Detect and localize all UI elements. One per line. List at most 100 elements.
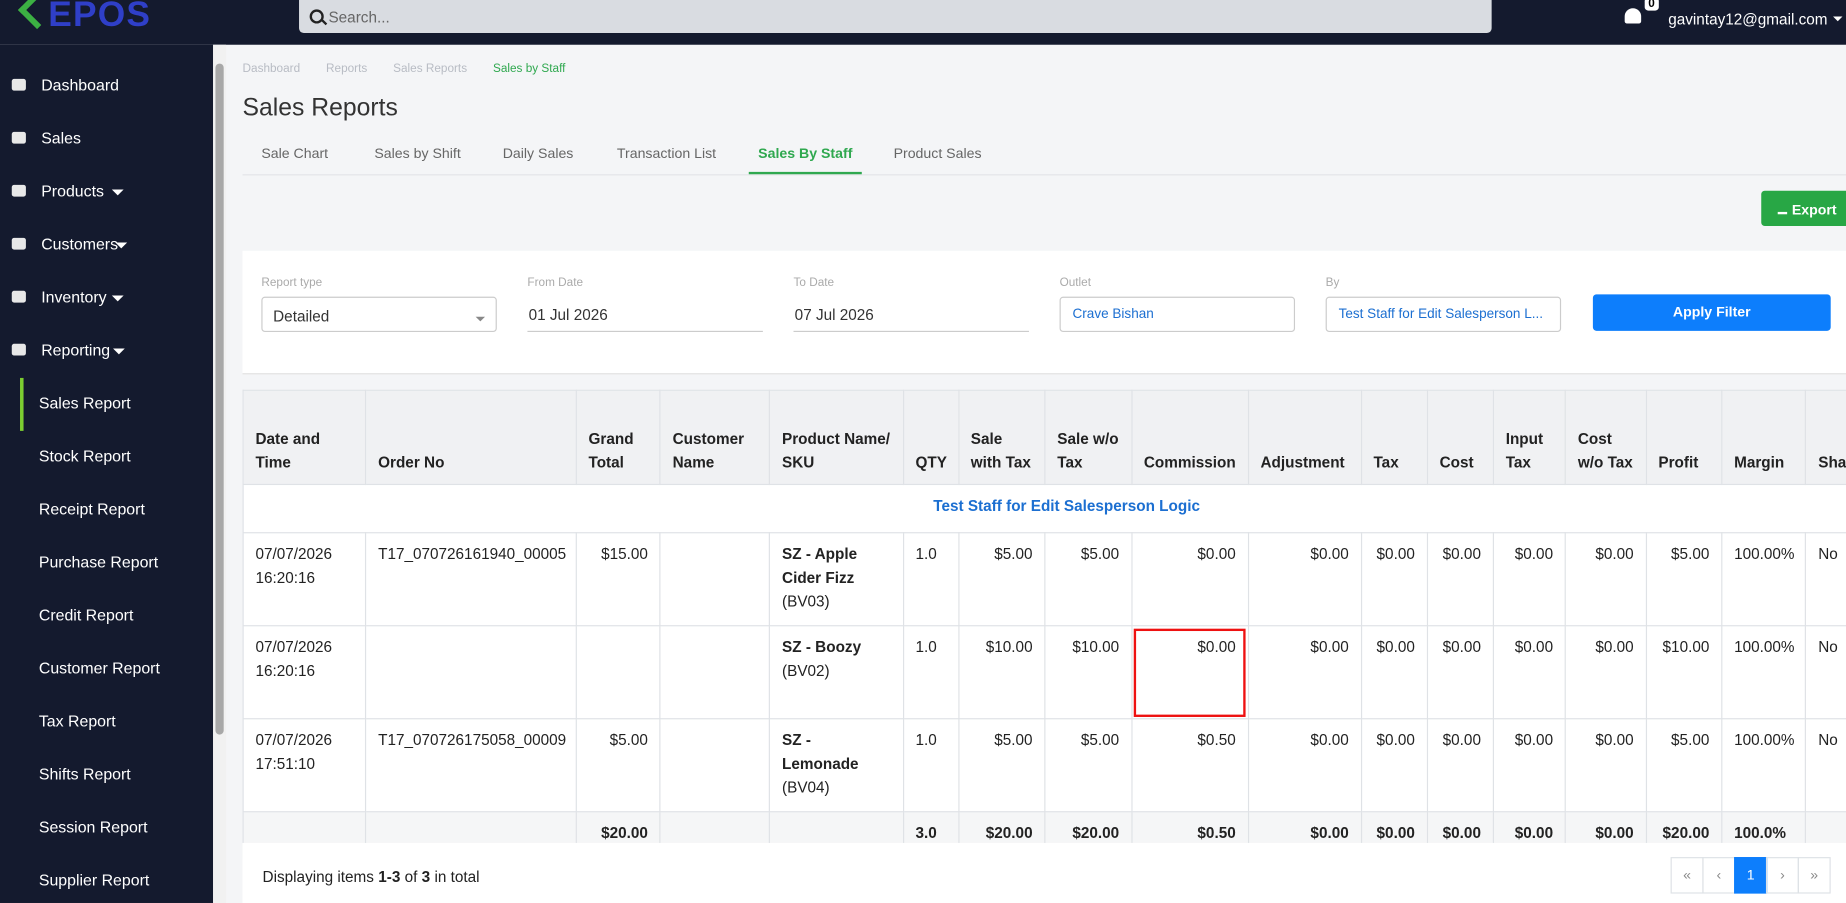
column-header[interactable]: Date and Time	[242, 389, 367, 486]
nav-subitem[interactable]: Stock Report	[0, 431, 213, 484]
nav-subitem[interactable]: Sales Report	[20, 377, 217, 431]
product-cell: SZ - Boozy (BV02)	[769, 625, 904, 720]
cell: $0.00	[1426, 718, 1494, 813]
cell: $5.00	[575, 718, 661, 813]
column-header[interactable]: Commission	[1130, 389, 1249, 486]
column-header[interactable]: Cost w/o Tax	[1564, 389, 1647, 486]
nav-label[interactable]: Customers	[41, 235, 119, 254]
from-date-input[interactable]: 01 Jul 2026	[527, 297, 763, 332]
page-button[interactable]: ‹	[1702, 857, 1736, 894]
cell: $0.00	[1564, 625, 1647, 720]
tab[interactable]: Product Sales	[893, 144, 982, 162]
column-header[interactable]: Cost	[1426, 389, 1494, 486]
user-menu[interactable]: gavintay12@gmail.com	[1668, 11, 1843, 29]
nav-label[interactable]: Reporting	[41, 341, 111, 360]
export-label[interactable]: Export	[1791, 201, 1837, 218]
nav-item[interactable]: Customers	[0, 219, 213, 272]
data-row: 07/07/2026 16:20:16 T17_070726161940_0000…	[242, 532, 1846, 627]
nav-subitem[interactable]: Purchase Report	[0, 537, 213, 590]
nav-subitem[interactable]: Session Report	[0, 802, 213, 855]
tab[interactable]: Sales By Staff	[748, 145, 862, 175]
tab[interactable]: Sales by Shift	[374, 144, 461, 162]
nav-item[interactable]: Reporting	[0, 325, 213, 378]
nav-sublabel[interactable]: Supplier Report	[38, 871, 150, 889]
export-button[interactable]: Export	[1761, 190, 1846, 227]
logo-text[interactable]: EPOS	[48, 0, 152, 35]
nav-sublabel[interactable]: Shifts Report	[38, 765, 131, 783]
column-header[interactable]: Sale w/o Tax	[1044, 389, 1133, 486]
column-header[interactable]: Sale with Tax	[957, 389, 1046, 486]
breadcrumb-item[interactable]: Dashboard	[242, 62, 301, 76]
filter: Report type Detailed	[261, 276, 497, 332]
table-footer: Displaying items 1-3 of 3 in total «‹ 1 ›»	[242, 842, 1846, 903]
column-header[interactable]: Adjustment	[1247, 389, 1362, 486]
nav-sublabel[interactable]: Credit Report	[38, 606, 134, 624]
nav-subitem[interactable]: Shifts Report	[0, 749, 213, 802]
filter-label: Report type	[261, 276, 323, 290]
nav-sublabel[interactable]: Tax Report	[38, 712, 116, 730]
data-row: 07/07/2026 17:51:10 T17_070726175058_0000…	[242, 718, 1846, 813]
column-header[interactable]: Grand Total	[575, 389, 661, 486]
column-header[interactable]: Shared	[1805, 389, 1846, 486]
column-header[interactable]: Tax	[1360, 389, 1428, 486]
nav-sublabel[interactable]: Session Report	[38, 818, 148, 836]
column-header[interactable]: QTY	[902, 389, 959, 486]
nav-label[interactable]: Dashboard	[41, 76, 119, 95]
breadcrumb-item[interactable]: Reports	[326, 62, 368, 76]
search-placeholder[interactable]: Search...	[328, 8, 390, 26]
filter-label: To Date	[793, 276, 835, 290]
product-sku: (BV04)	[782, 778, 830, 796]
cell: $5.00	[1044, 532, 1133, 627]
cell: $0.50	[1130, 718, 1249, 813]
nav-sublabel[interactable]: Sales Report	[38, 394, 131, 413]
column-header[interactable]: Margin	[1721, 389, 1807, 486]
nav-label[interactable]: Inventory	[41, 288, 107, 307]
cell: 07/07/2026 16:20:16	[242, 625, 367, 720]
column-header[interactable]: Product Name/ SKU	[769, 389, 904, 486]
page-button[interactable]: 1	[1734, 857, 1768, 894]
column-header[interactable]: Order No	[365, 389, 577, 486]
nav-subitem[interactable]: Tax Report	[0, 696, 213, 749]
apply-filter-button[interactable]: Apply Filter	[1592, 294, 1831, 331]
nav-subitem[interactable]: Supplier Report	[0, 855, 213, 903]
nav-sublabel[interactable]: Customer Report	[38, 659, 160, 677]
logo[interactable]: EPOS	[17, 0, 152, 35]
tab[interactable]: Transaction List	[616, 144, 717, 162]
nav-label[interactable]: Products	[41, 182, 104, 201]
to-date-input[interactable]: 07 Jul 2026	[793, 297, 1029, 332]
page-button[interactable]: ›	[1765, 857, 1799, 894]
nav-sublabel[interactable]: Purchase Report	[38, 553, 159, 571]
nav-icon	[11, 131, 26, 144]
search-box[interactable]: Search...	[299, 0, 1492, 33]
cell: No	[1805, 625, 1846, 720]
nav-subitem[interactable]: Credit Report	[0, 590, 213, 643]
cell: 07/07/2026 16:20:16	[242, 532, 367, 627]
staff-select[interactable]: Test Staff for Edit Salesperson L...	[1325, 296, 1562, 332]
filter-label: By	[1325, 276, 1340, 290]
cell: 07/07/2026 17:51:10	[242, 718, 367, 813]
cell	[659, 625, 771, 720]
nav-label[interactable]: Sales	[41, 129, 81, 148]
tab[interactable]: Sale Chart	[261, 144, 329, 162]
nav-sublabel[interactable]: Stock Report	[38, 447, 131, 466]
nav-subitem[interactable]: Customer Report	[0, 643, 213, 696]
cell: 100.00%	[1721, 532, 1807, 627]
nav-subitem[interactable]: Receipt Report	[0, 484, 213, 537]
nav-item[interactable]: Sales	[0, 113, 213, 166]
column-header[interactable]: Input Tax	[1492, 389, 1567, 486]
tab[interactable]: Daily Sales	[502, 144, 574, 162]
notification-bell[interactable]	[1624, 8, 1642, 24]
page-button[interactable]: «	[1670, 857, 1704, 894]
nav-item[interactable]: Dashboard	[0, 60, 213, 113]
nav-item[interactable]: Inventory	[0, 272, 213, 325]
cell: $0.00	[1247, 625, 1362, 720]
column-header[interactable]: Customer Name	[659, 389, 771, 486]
breadcrumb-item[interactable]: Sales Reports	[393, 62, 468, 76]
page-button[interactable]: »	[1797, 857, 1831, 894]
tabs: Sale Chart Sales by Shift Daily Sales Trans…	[242, 137, 1846, 176]
column-header[interactable]: Profit	[1645, 389, 1723, 486]
report-type-select[interactable]: Detailed	[261, 296, 497, 332]
nav-sublabel[interactable]: Receipt Report	[38, 500, 145, 519]
outlet-select[interactable]: Crave Bishan	[1059, 296, 1296, 332]
nav-item[interactable]: Products	[0, 166, 213, 219]
